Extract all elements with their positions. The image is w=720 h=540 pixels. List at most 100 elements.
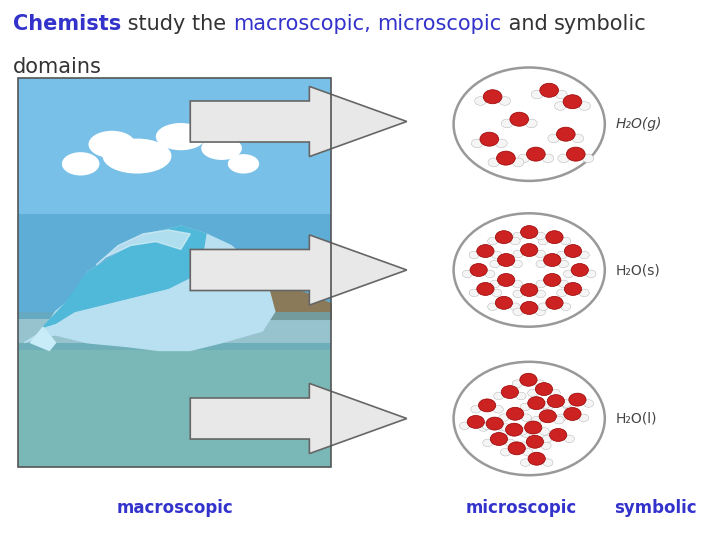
Circle shape bbox=[557, 289, 567, 296]
Circle shape bbox=[508, 442, 526, 455]
Circle shape bbox=[518, 154, 529, 163]
Circle shape bbox=[546, 296, 563, 309]
Circle shape bbox=[559, 260, 569, 268]
Circle shape bbox=[563, 94, 582, 109]
Circle shape bbox=[472, 139, 483, 148]
Circle shape bbox=[501, 386, 518, 399]
Ellipse shape bbox=[102, 139, 171, 173]
Circle shape bbox=[513, 250, 523, 258]
Polygon shape bbox=[30, 327, 55, 350]
Circle shape bbox=[490, 280, 500, 288]
Circle shape bbox=[531, 416, 541, 424]
Circle shape bbox=[543, 459, 553, 467]
Circle shape bbox=[499, 97, 510, 105]
Polygon shape bbox=[190, 383, 407, 454]
Circle shape bbox=[543, 403, 553, 411]
Polygon shape bbox=[190, 86, 407, 157]
Circle shape bbox=[536, 308, 546, 315]
Circle shape bbox=[539, 303, 549, 310]
Text: study the: study the bbox=[121, 14, 233, 33]
Circle shape bbox=[482, 439, 492, 447]
Circle shape bbox=[523, 448, 533, 456]
Circle shape bbox=[525, 421, 542, 434]
Circle shape bbox=[579, 251, 589, 259]
Circle shape bbox=[469, 289, 480, 296]
Circle shape bbox=[564, 435, 575, 443]
Circle shape bbox=[500, 448, 510, 456]
Circle shape bbox=[471, 406, 481, 413]
Circle shape bbox=[557, 251, 567, 259]
Ellipse shape bbox=[228, 154, 259, 173]
Circle shape bbox=[510, 303, 520, 310]
Circle shape bbox=[478, 424, 488, 431]
Circle shape bbox=[488, 158, 500, 167]
Circle shape bbox=[558, 154, 570, 163]
Circle shape bbox=[479, 399, 496, 412]
Circle shape bbox=[469, 251, 480, 259]
Circle shape bbox=[513, 280, 523, 288]
Ellipse shape bbox=[89, 131, 135, 158]
Circle shape bbox=[470, 264, 487, 276]
Bar bbox=[18, 343, 331, 467]
Circle shape bbox=[586, 270, 596, 278]
Circle shape bbox=[536, 250, 546, 258]
Text: Chemists: Chemists bbox=[13, 14, 121, 33]
Circle shape bbox=[498, 254, 515, 267]
Circle shape bbox=[521, 459, 531, 467]
Text: microscopic: microscopic bbox=[377, 14, 502, 33]
Text: H₂O(g): H₂O(g) bbox=[616, 117, 662, 131]
Circle shape bbox=[490, 433, 508, 446]
Circle shape bbox=[536, 280, 546, 288]
Circle shape bbox=[546, 231, 563, 244]
Circle shape bbox=[556, 90, 567, 99]
Circle shape bbox=[480, 132, 499, 146]
Text: symbolic: symbolic bbox=[614, 498, 696, 517]
Circle shape bbox=[521, 430, 531, 437]
Circle shape bbox=[498, 273, 515, 286]
Polygon shape bbox=[190, 265, 331, 319]
Circle shape bbox=[513, 308, 523, 315]
Bar bbox=[18, 78, 331, 467]
Circle shape bbox=[539, 401, 549, 409]
Ellipse shape bbox=[454, 68, 605, 181]
Circle shape bbox=[561, 237, 571, 245]
Text: macroscopic: macroscopic bbox=[116, 498, 233, 517]
Polygon shape bbox=[43, 226, 206, 327]
Circle shape bbox=[571, 264, 588, 276]
Circle shape bbox=[510, 112, 528, 126]
Text: H₂O(l): H₂O(l) bbox=[616, 411, 657, 426]
Circle shape bbox=[505, 439, 516, 447]
Text: domains: domains bbox=[13, 57, 102, 77]
Circle shape bbox=[564, 245, 582, 258]
Polygon shape bbox=[96, 230, 190, 265]
Circle shape bbox=[535, 380, 545, 387]
Circle shape bbox=[526, 119, 537, 128]
Circle shape bbox=[564, 408, 581, 421]
Circle shape bbox=[495, 231, 513, 244]
Text: macroscopic,: macroscopic, bbox=[233, 14, 371, 33]
Circle shape bbox=[477, 245, 494, 258]
Circle shape bbox=[531, 90, 543, 99]
Circle shape bbox=[518, 442, 528, 449]
Ellipse shape bbox=[454, 213, 605, 327]
Circle shape bbox=[513, 290, 523, 298]
Circle shape bbox=[536, 260, 546, 268]
Circle shape bbox=[505, 423, 523, 436]
Circle shape bbox=[559, 280, 569, 288]
Circle shape bbox=[521, 244, 538, 256]
Circle shape bbox=[536, 383, 553, 396]
Circle shape bbox=[520, 403, 530, 411]
Circle shape bbox=[528, 452, 545, 465]
Circle shape bbox=[539, 237, 549, 245]
Circle shape bbox=[521, 414, 531, 421]
Circle shape bbox=[513, 232, 523, 240]
Circle shape bbox=[554, 416, 564, 424]
Circle shape bbox=[501, 119, 513, 128]
Circle shape bbox=[556, 414, 566, 422]
Circle shape bbox=[485, 270, 495, 278]
Circle shape bbox=[526, 435, 544, 448]
Circle shape bbox=[492, 251, 502, 259]
Circle shape bbox=[579, 102, 590, 110]
Circle shape bbox=[521, 226, 538, 239]
Circle shape bbox=[561, 303, 571, 310]
